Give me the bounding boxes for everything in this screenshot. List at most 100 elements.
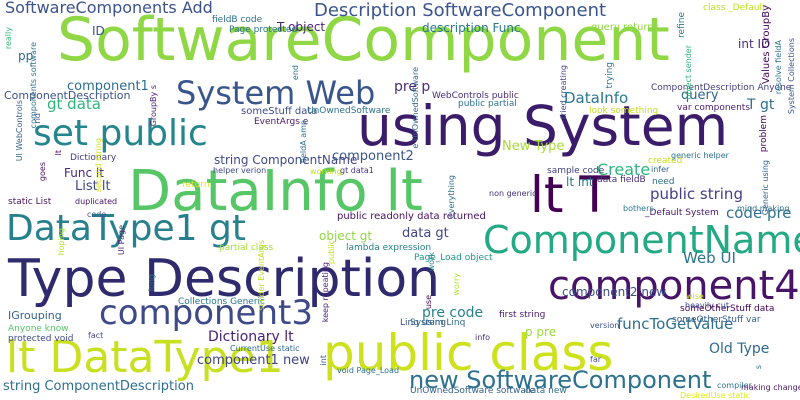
word: non generic — [489, 189, 537, 198]
word: rid — [33, 113, 42, 124]
word: bothers — [623, 204, 654, 213]
word: string ComponentName — [214, 153, 358, 167]
word: UnOwnedSoftware software — [410, 386, 535, 396]
word: ComponentDescription — [4, 89, 131, 102]
word: hoping — [57, 228, 66, 256]
word: public — [327, 240, 336, 265]
word: static List — [8, 197, 52, 207]
word: s — [754, 365, 763, 370]
word: tried creating — [559, 65, 568, 120]
word: public readonly data returned — [337, 211, 486, 222]
word: worry — [452, 273, 461, 296]
word: lt int — [566, 175, 594, 189]
word: partial class — [219, 243, 274, 253]
word: System Linq — [410, 318, 466, 328]
word: generic helper — [671, 151, 729, 160]
word: need — [652, 177, 675, 187]
word: lt — [54, 150, 63, 156]
word: public class — [323, 324, 614, 382]
word: Description SoftwareComponent — [314, 0, 607, 21]
word: first string — [499, 310, 546, 320]
word: fact — [88, 331, 104, 340]
word: fieldA amp — [299, 120, 308, 164]
word: UI Page — [117, 225, 126, 256]
word: component4 — [548, 263, 800, 309]
word: class _Default — [703, 3, 766, 13]
word: compiler — [717, 381, 752, 390]
word: pp — [18, 49, 34, 63]
word: void Page_Load — [337, 366, 400, 375]
word: Dictionary lt — [208, 329, 294, 345]
word: IGrouping — [8, 309, 62, 322]
word: problem — [759, 115, 769, 153]
word: component1 new — [197, 353, 310, 368]
word: lt DataType1 — [6, 332, 284, 383]
word: CurrentUse static — [230, 344, 300, 353]
word: DataInfo lt — [128, 159, 424, 224]
word: Func lt — [64, 166, 104, 180]
word: component2 new — [562, 285, 667, 299]
word: UI WebControls — [15, 100, 24, 162]
word: object gt — [319, 229, 373, 243]
word: int — [319, 355, 328, 366]
word: look something — [589, 106, 659, 116]
word: really — [4, 27, 13, 50]
word: use — [424, 295, 433, 310]
word: public partial — [458, 99, 517, 109]
word: WebControls public — [432, 91, 519, 101]
word: duplicated — [75, 197, 118, 206]
word: working — [310, 167, 342, 176]
word: data new — [525, 386, 567, 396]
word: DataInfo — [564, 89, 629, 107]
word: object sender — [684, 45, 693, 100]
word: funcToGetValue — [617, 315, 734, 333]
word: infer — [651, 165, 670, 174]
word: someOtherStuff var — [672, 315, 761, 325]
word: Type Description — [8, 249, 441, 309]
word: component3 — [99, 293, 313, 333]
word: long — [147, 274, 156, 292]
word: p pre — [525, 325, 557, 339]
word: fieldB code — [212, 15, 263, 25]
word: Linq using — [400, 318, 447, 328]
word: goes — [38, 162, 47, 182]
word: wise — [686, 292, 704, 301]
word: Page protected — [229, 25, 298, 35]
word: refine — [677, 12, 687, 38]
word: DesiredUse static — [680, 391, 751, 400]
word: System Collections — [787, 38, 796, 115]
word: component2 — [332, 149, 414, 164]
word: New Type — [502, 139, 565, 154]
word: Dictionary — [70, 153, 117, 163]
word: int ID — [738, 37, 771, 51]
word: lt T — [530, 166, 610, 224]
word: DataType1 gt — [6, 208, 246, 249]
word: var components — [677, 103, 751, 113]
word: gt data — [47, 95, 101, 113]
word: lambda expression — [346, 243, 432, 253]
word: GroupBy s — [149, 85, 158, 127]
word: public string — [650, 185, 743, 203]
word: someOtherStuff data — [680, 304, 775, 314]
word: Page_Load object — [414, 253, 493, 263]
word: info — [475, 333, 491, 342]
word: data fieldB — [597, 175, 646, 185]
word: end — [291, 65, 300, 81]
word: resolve fieldA — [774, 40, 783, 95]
word: keep repeating — [321, 262, 330, 323]
word: Old Type — [709, 341, 770, 357]
word: work — [427, 252, 436, 272]
word: pre p — [394, 79, 431, 95]
word: e UnOwnedSoftware — [411, 67, 420, 149]
word: SoftwareComponent — [57, 5, 670, 75]
word: _Default System — [645, 208, 719, 218]
word: System Web — [176, 74, 376, 112]
word: set public — [33, 113, 208, 154]
word: EventArgs e — [254, 117, 309, 127]
word: sender EventArgs — [257, 240, 266, 311]
word: query returns — [591, 22, 659, 33]
word: ID — [92, 24, 105, 38]
word: mind making — [737, 204, 790, 213]
word: trying — [605, 62, 615, 89]
